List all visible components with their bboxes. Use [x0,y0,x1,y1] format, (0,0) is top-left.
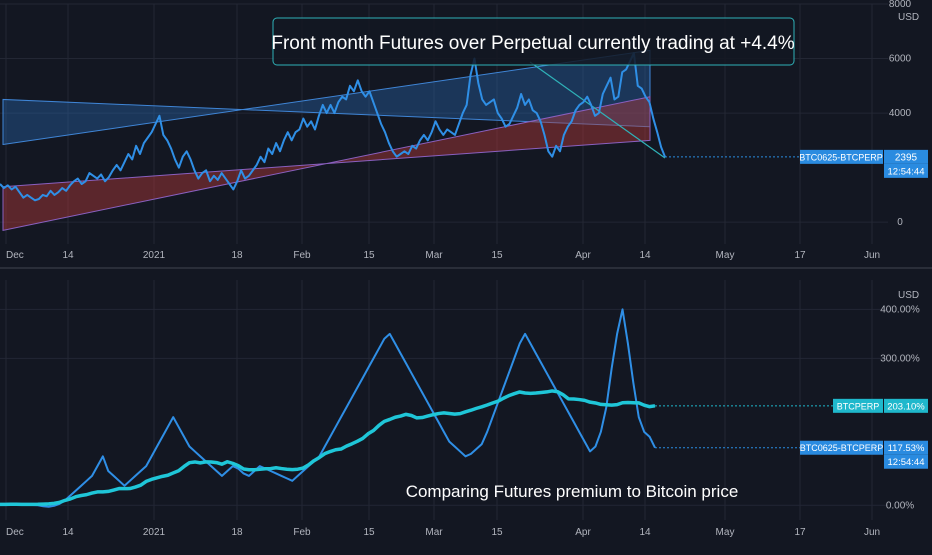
y-tick-label: 400.00% [880,304,920,315]
y-tick-label: 0 [897,217,903,228]
time-badge [884,163,928,178]
x-tick-label: 2021 [143,250,166,261]
series-name-badge [833,398,883,413]
x-tick-label: May [716,527,735,538]
x-tick-label: 14 [62,250,74,261]
top-series [0,52,666,202]
x-tick-label: 18 [231,250,243,261]
top-price-labels: BTC0625-BTCPERP 2395 12:54:44 [665,149,928,178]
y-tick-label: 300.00% [880,353,920,364]
x-tick-label: Mar [425,527,443,538]
price-channel [2,49,666,231]
price-value-label: 203.10% [887,401,925,412]
annotation-box [272,17,795,66]
top-unit-label: USD [898,12,919,23]
bottom-y-axis: 400.00% 300.00% 0.00% [880,304,920,511]
y-tick-label: 4000 [889,108,912,119]
bottom-x-axis: Dec 14 2021 18 Feb 15 Mar 15 Apr 14 May 17 Jun [6,527,880,538]
x-tick-label: Jun [864,250,880,261]
series-name-badge [800,149,883,164]
x-tick-label: Apr [575,250,591,261]
x-tick-label: 17 [794,250,806,261]
x-tick-label: Dec [6,250,24,261]
series-line-btc0625-btcperp[interactable] [0,308,656,508]
time-label: 12:54:44 [888,457,925,468]
series-name-label: BTC0625-BTCPERP [800,443,884,453]
series-line-btcperp[interactable] [0,389,656,507]
series-line-btc0625-btcperp[interactable] [0,52,666,202]
y-tick-label: 8000 [889,0,912,10]
time-label: 12:54:44 [888,166,925,177]
x-tick-label: Feb [293,250,311,261]
channel-lower-band[interactable] [2,96,651,231]
x-tick-label: 14 [639,250,651,261]
top-x-axis: Dec 14 2021 18 Feb 15 Mar 15 Apr 14 May 17 Jun [6,250,880,261]
price-badge [884,398,928,413]
price-value-label: 117.53% [888,443,925,454]
y-tick-label: 0.00% [886,500,914,511]
top-panel: Dec 14 2021 18 Feb 15 Mar 15 Apr 14 May 17 Jun 8000 6… [0,0,928,261]
bottom-series [0,308,656,508]
x-tick-label: Jun [864,527,880,538]
x-tick-label: 17 [794,527,806,538]
annotation-text: Front month Futures over Perpetual curre… [271,33,794,54]
x-tick-label: 15 [491,250,503,261]
series-name-label: BTC0625-BTCPERP [799,152,883,162]
x-tick-label: 2021 [143,527,166,538]
x-tick-label: Feb [293,527,311,538]
annotation-pointer-line [529,61,666,159]
x-tick-label: 15 [363,527,375,538]
time-badge [884,454,928,469]
top-y-axis: 8000 6000 4000 0 [889,0,912,228]
x-tick-label: 18 [231,527,243,538]
bottom-price-labels: BTCPERP 203.10% BTC0625-BTCPERP 117.53% 12:5… [655,398,928,469]
x-tick-label: May [716,250,735,261]
x-tick-label: 15 [363,250,375,261]
bottom-panel: Dec 14 2021 18 Feb 15 Mar 15 Apr 14 May 17 Jun 400.0… [0,280,928,538]
x-tick-label: 14 [62,527,74,538]
bottom-unit-label: USD [898,290,919,301]
series-name-badge [800,440,883,455]
bottom-annotation-text: Comparing Futures premium to Bitcoin pri… [406,482,739,501]
x-tick-label: Apr [575,527,591,538]
x-tick-label: 14 [639,527,651,538]
price-badge [884,149,928,164]
price-value-label: 2395 [895,152,918,163]
y-tick-label: 6000 [889,54,912,65]
price-badge [884,440,928,455]
futures-annotation[interactable]: Front month Futures over Perpetual curre… [271,17,795,66]
x-tick-label: 15 [491,527,503,538]
series-name-label: BTCPERP [837,401,880,411]
x-tick-label: Mar [425,250,443,261]
x-tick-label: Dec [6,527,24,538]
